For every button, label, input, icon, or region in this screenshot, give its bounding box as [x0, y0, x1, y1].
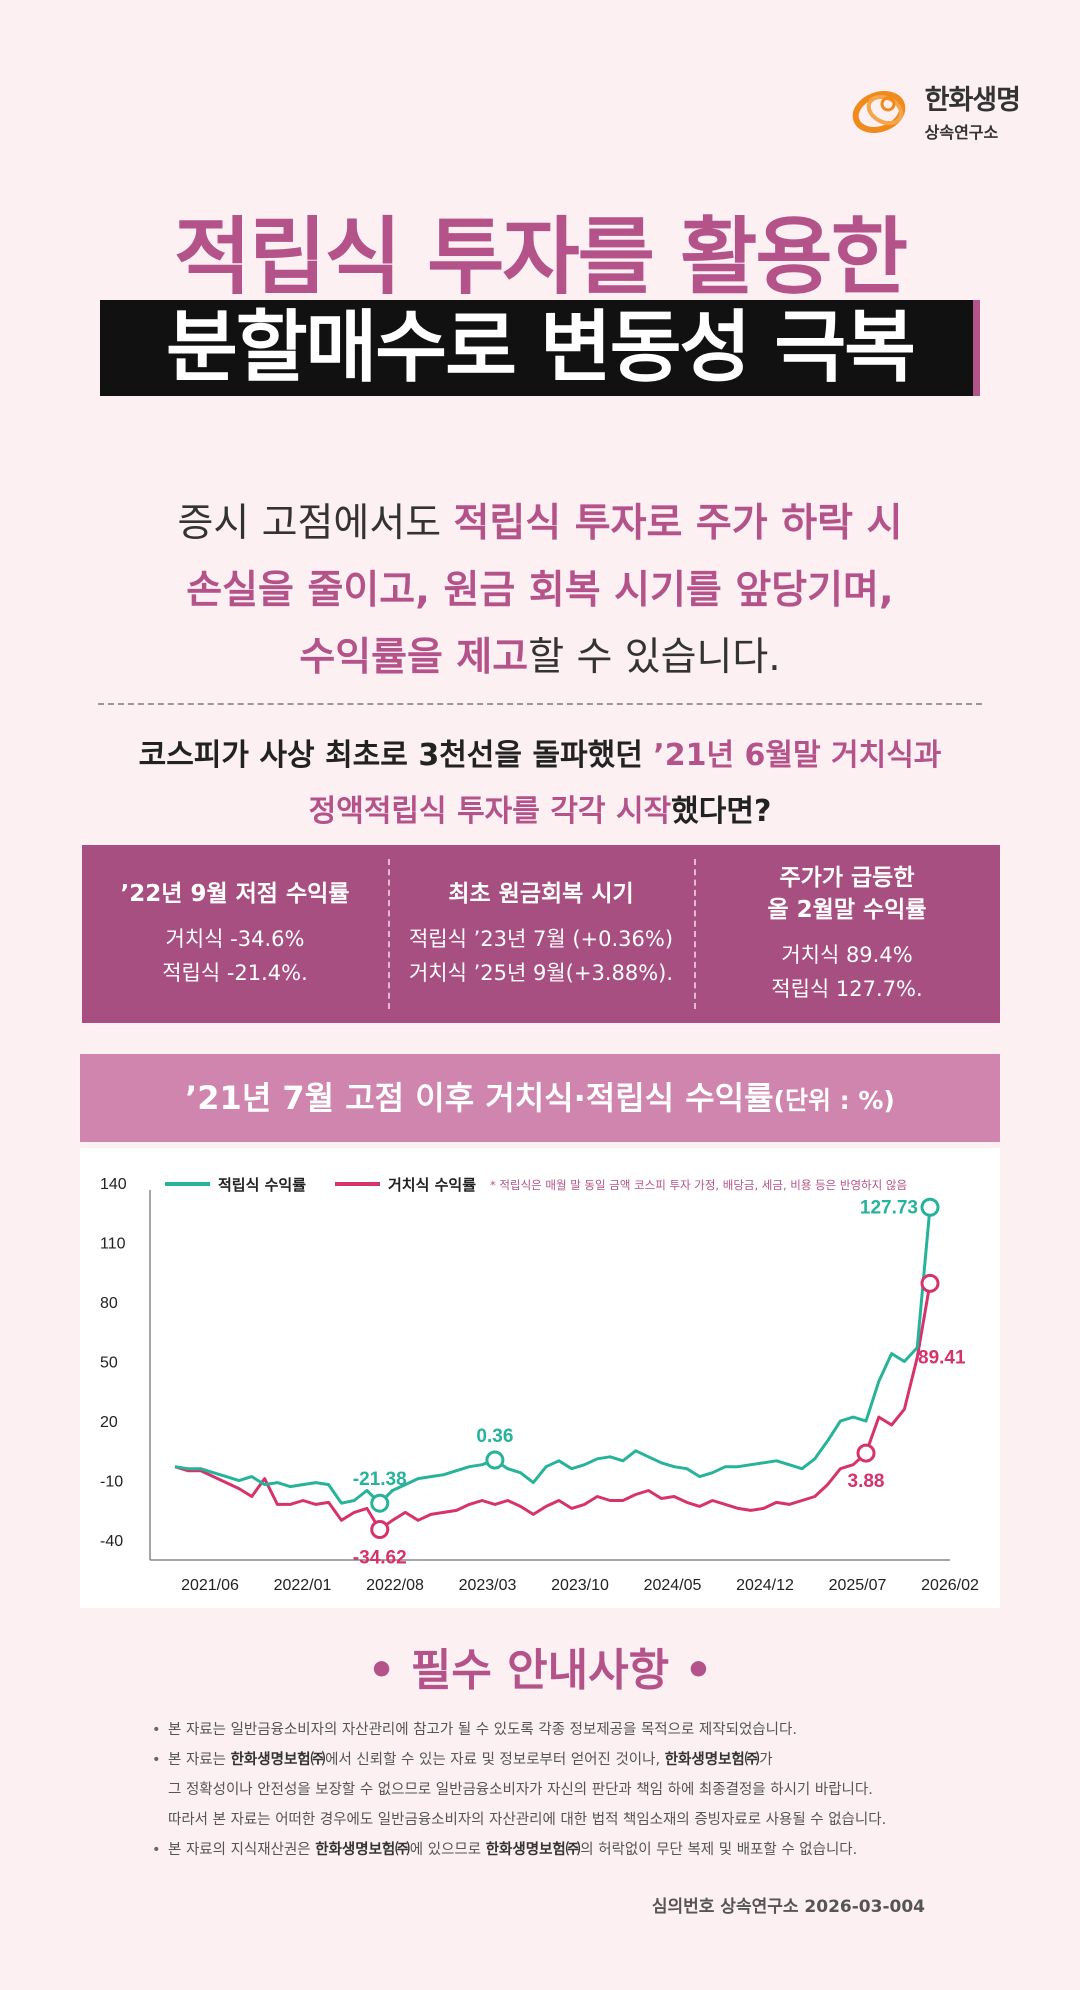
intro-l1b: 적립식 투자로 주가 하락 시: [453, 501, 903, 546]
data-label: 3.88: [848, 1471, 885, 1492]
stat-line: 적립식 -21.4%.: [162, 961, 308, 985]
brand-logo: 한화생명 상속연구소: [851, 78, 1021, 143]
y-tick-label: 20: [100, 1414, 118, 1431]
stat-line: 거치식 89.4%: [781, 943, 913, 967]
stat-title: 최초 원금회복 시기: [448, 881, 634, 907]
y-tick-label: 110: [100, 1235, 126, 1252]
notice-item: 따라서 본 자료는 어떠한 경우에도 일반금융소비자의 자산관리에 대한 법적 …: [152, 1805, 972, 1835]
data-label: 89.41: [918, 1347, 966, 1368]
notice-item: 본 자료는 한화생명보험㈜에서 신뢰할 수 있는 자료 및 정보로부터 얻어진 …: [152, 1745, 972, 1775]
headline-line2-box: 분할매수로 변동성 극복: [100, 300, 980, 396]
stat-feb: 주가가 급등한 올 2월말 수익률 거치식 89.4% 적립식 127.7%.: [694, 845, 1000, 1023]
intro-text: 증시 고점에서도 적립식 투자로 주가 하락 시 손실을 줄이고, 원금 회복 …: [0, 490, 1080, 691]
intro-l3b: 할 수 있습니다.: [528, 635, 781, 680]
notice-item: 본 자료의 지식재산권은 한화생명보험㈜에 있으므로 한화생명보험㈜의 허락없이…: [152, 1835, 972, 1865]
y-tick-label: 140: [100, 1176, 127, 1193]
question-l2b: 했다면?: [671, 794, 772, 829]
stat-line: 적립식 127.7%.: [771, 977, 923, 1001]
notice-text: 의 허락없이 무단 복제 및 배포할 수 없습니다.: [580, 1842, 858, 1858]
data-label: -34.62: [353, 1547, 407, 1568]
chart-title: ’21년 7월 고점 이후 거치식·적립식 수익률(단위 : %): [80, 1054, 1000, 1142]
data-point-marker: [370, 1493, 390, 1513]
data-point-marker: [920, 1197, 940, 1217]
notice-text: 그 정확성이나 안전성을 보장할 수 없으므로 일반금융소비자가 자신의 판단과…: [168, 1782, 873, 1798]
x-tick-label: 2023/10: [551, 1577, 609, 1594]
notice-text: 본 자료의 지식재산권은: [168, 1842, 316, 1858]
notice-company: 한화생명보험㈜: [664, 1752, 760, 1768]
series-line-lump-sum: [174, 1283, 932, 1531]
data-label: 127.73: [860, 1197, 918, 1218]
intro-l1a: 증시 고점에서도: [177, 501, 454, 546]
notice-company: 한화생명보험㈜: [230, 1752, 326, 1768]
stat-title: ’22년 9월 저점 수익률: [120, 881, 350, 907]
data-point-marker: [485, 1450, 505, 1470]
notice-company: 한화생명보험㈜: [485, 1842, 581, 1858]
x-tick-label: 2025/07: [829, 1577, 887, 1594]
notice-item: 본 자료는 일반금융소비자의 자산관리에 참고가 될 수 있도록 각종 정보제공…: [152, 1715, 972, 1745]
data-point-marker: [370, 1519, 390, 1539]
notice-text: 본 자료는 일반금융소비자의 자산관리에 참고가 될 수 있도록 각종 정보제공…: [168, 1722, 797, 1738]
legend-label: 적립식 수익률: [218, 1176, 306, 1194]
brand-sub: 상속연구소: [924, 123, 999, 142]
question-l1a: 코스피가 사상 최초로 3천선을 돌파했던: [138, 738, 654, 773]
y-tick-label: -40: [100, 1533, 123, 1550]
notice-text: 에서 신뢰할 수 있는 자료 및 정보로부터 얻어진 것이나,: [325, 1752, 665, 1768]
notice-list: 본 자료는 일반금융소비자의 자산관리에 참고가 될 수 있도록 각종 정보제공…: [152, 1715, 972, 1865]
x-tick-label: 2024/05: [644, 1577, 702, 1594]
y-tick-label: 50: [100, 1355, 118, 1372]
stats-panel: ’22년 9월 저점 수익률 거치식 -34.6% 적립식 -21.4%. 최초…: [82, 845, 1000, 1023]
y-tick-label: -10: [100, 1474, 123, 1491]
data-point-marker: [920, 1273, 940, 1293]
stat-low: ’22년 9월 저점 수익률 거치식 -34.6% 적립식 -21.4%.: [82, 845, 388, 1023]
chart-unit: (단위 : %): [773, 1086, 895, 1115]
x-tick-label: 2022/08: [366, 1577, 424, 1594]
notice-company: 한화생명보험㈜: [315, 1842, 410, 1858]
y-tick-label: 80: [100, 1295, 118, 1312]
question-text: 코스피가 사상 최초로 3천선을 돌파했던 ’21년 6월말 거치식과 정액적립…: [0, 728, 1080, 840]
headline-line2: 분할매수로 변동성 극복: [166, 303, 916, 393]
headline-line1: 적립식 투자를 활용한: [173, 208, 908, 306]
x-tick-label: 2024/12: [736, 1577, 794, 1594]
x-tick-label: 2026/02: [921, 1577, 979, 1594]
intro-l3a: 수익률을 제고: [299, 635, 529, 680]
notice-text: 에 있으므로: [409, 1842, 486, 1858]
brand-name: 한화생명: [924, 85, 1021, 116]
chart-note: * 적립식은 매월 말 동일 금액 코스피 투자 가정, 배당금, 세금, 비용…: [490, 1178, 907, 1192]
line-chart: 140 110 80 50 20 -10 -40 2021/06 2022/01 2022/08 2…: [100, 1176, 979, 1594]
chart-title-text: ’21년 7월 고점 이후 거치식·적립식 수익률: [185, 1079, 774, 1117]
legend-label: 거치식 수익률: [388, 1176, 476, 1194]
notice-heading: • 필수 안내사항 •: [367, 1645, 713, 1696]
notice-item: 그 정확성이나 안전성을 보장할 수 없으므로 일반금융소비자가 자신의 판단과…: [152, 1775, 972, 1805]
data-point-marker: [856, 1443, 876, 1463]
stat-line: 거치식 -34.6%: [165, 927, 305, 951]
x-tick-label: 2022/01: [274, 1577, 332, 1594]
question-l2a: 정액적립식 투자를 각각 시작: [308, 794, 672, 829]
review-number: 심의번호 상속연구소 2026-03-004: [651, 1897, 925, 1917]
stat-title: 주가가 급등한 올 2월말 수익률: [767, 865, 927, 923]
question-l1b: ’21년 6월말 거치식과: [653, 738, 942, 773]
data-label: -21.38: [353, 1469, 407, 1490]
data-label: 0.36: [476, 1426, 513, 1447]
x-tick-label: 2023/03: [459, 1577, 517, 1594]
hanwha-logo-icon: [852, 90, 905, 133]
headline-accent-bar: [973, 300, 980, 396]
notice-text: 가: [759, 1752, 773, 1768]
notice-text: 따라서 본 자료는 어떠한 경우에도 일반금융소비자의 자산관리에 대한 법적 …: [168, 1812, 887, 1828]
stat-line: 거치식 ’25년 9월(+3.88%).: [408, 961, 674, 985]
x-tick-label: 2021/06: [181, 1577, 239, 1594]
notice-text: 본 자료는: [168, 1752, 231, 1768]
stat-line: 적립식 ’23년 7월 (+0.36%): [408, 927, 674, 951]
divider: [98, 703, 982, 705]
series-line-installment: [174, 1207, 932, 1505]
chart-container: 140 110 80 50 20 -10 -40 2021/06 2022/01 2022/08 2…: [80, 1148, 1000, 1608]
stat-recovery: 최초 원금회복 시기 적립식 ’23년 7월 (+0.36%) 거치식 ’25년…: [388, 845, 694, 1023]
intro-l2: 손실을 줄이고, 원금 회복 시기를 앞당기며,: [186, 568, 894, 613]
